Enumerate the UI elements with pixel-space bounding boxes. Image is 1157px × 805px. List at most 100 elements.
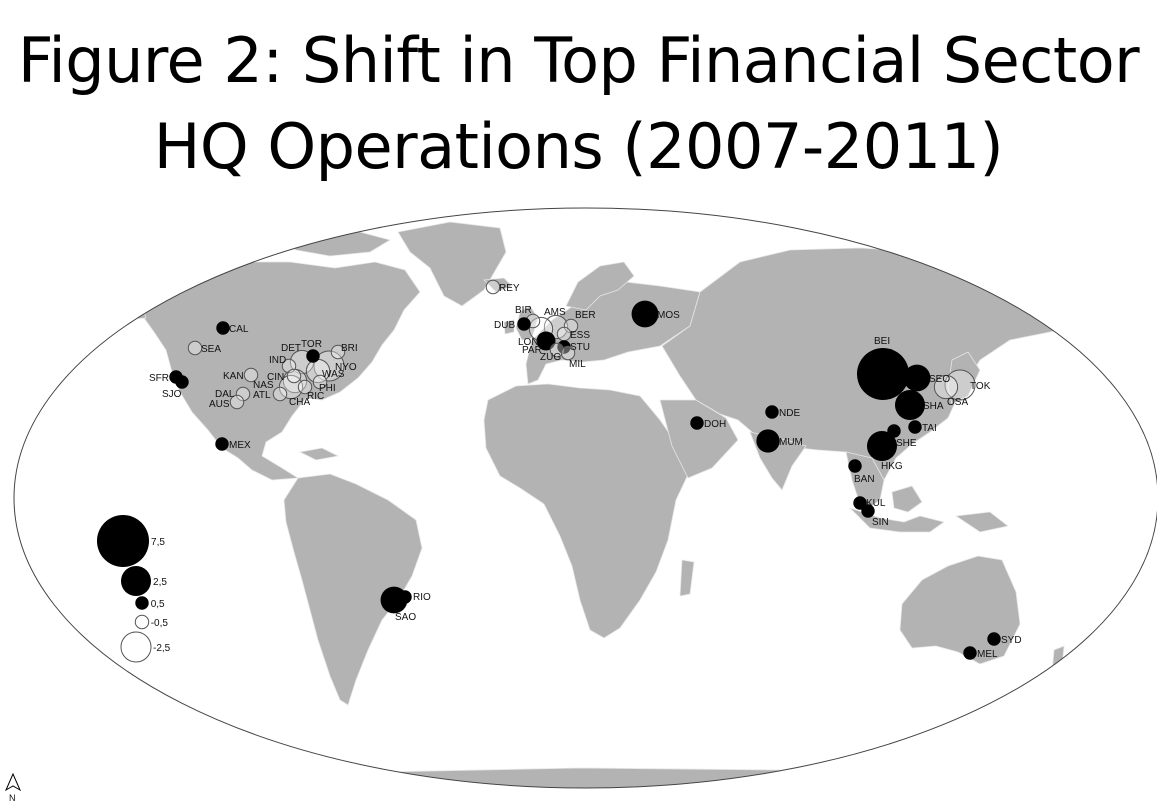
city-marker-mum [756,429,780,453]
city-label-sao: SAO [395,612,416,623]
iceland [483,277,513,293]
city-marker-mel [963,646,977,660]
city-marker-hkg [866,430,898,462]
city-marker-sin [861,504,875,518]
legend-symbol-4 [120,631,152,663]
legend: 7,5 2,5 0,5 -0,5 -2,5 [96,514,171,663]
borneo [891,485,923,513]
legend-symbol-0 [96,514,150,568]
city-label-nas: NAS [253,380,274,391]
city-label-tai: TAI [922,423,937,434]
city-marker-ric [297,379,313,395]
city-marker-sea [187,340,203,356]
legend-symbol-3 [134,614,150,630]
city-label-was: WAS [322,369,345,380]
city-marker-sha [894,389,926,421]
city-marker-ess [556,326,572,342]
city-marker-cin [286,368,302,384]
city-marker-phi [312,374,328,390]
new-zealand [1051,645,1065,675]
city-label-cha: CHA [289,397,310,408]
city-label-osa: OSA [947,397,968,408]
city-marker-zug [549,342,565,358]
city-marker-ban [848,459,862,473]
indonesia [849,507,945,533]
city-label-mex: MEX [229,440,251,451]
city-label-mil: MIL [569,359,586,370]
city-label-mel: MEL [977,649,998,660]
city-label-ric: RIC [307,391,324,402]
city-label-doh: DOH [704,419,726,430]
legend-label-4: -2,5 [153,643,171,654]
city-label-zug: ZUG [540,352,561,363]
city-label-sin: SIN [872,517,889,528]
city-marker-sjo [175,375,189,389]
city-marker-tai [908,420,922,434]
city-label-bir: BIR [515,305,532,316]
city-marker-seo [903,364,931,392]
city-marker-aus [229,394,245,410]
title-line-1: Figure 2: Shift in Top Financial Sector [17,24,1140,97]
city-label-sfr: SFR [149,373,169,384]
north-america [139,261,421,481]
city-label-ams: AMS [544,307,566,318]
city-label-atl: ATL [253,390,271,401]
title-line-2: HQ Operations (2007-2011) [153,110,1004,183]
city-label-bei: BEI [874,336,890,347]
city-label-bri: BRI [341,343,358,354]
city-marker-mos [631,300,659,328]
scandinavia [565,261,635,311]
city-label-rio: RIO [413,592,431,603]
legend-label-3: -0,5 [151,618,169,629]
globe-outline [13,207,1157,789]
city-marker-tor [306,349,320,363]
legend-label-1: 2,5 [153,577,167,588]
south-america [283,473,423,706]
city-marker-mex [215,437,229,451]
city-marker-kan [243,367,259,383]
cuba [298,447,340,461]
city-marker-dal [235,386,251,402]
alaska [83,291,147,321]
city-label-det: DET [281,343,301,354]
ireland [503,319,515,335]
city-label-syd: SYD [1001,635,1022,646]
city-label-sea: SEA [201,344,221,355]
city-label-dal: DAL [215,389,235,400]
city-marker-bri [330,344,346,360]
city-label-ind: IND [269,355,286,366]
north-arrow: N [4,772,22,803]
city-marker-osa [933,374,959,400]
new-guinea [954,511,1009,533]
japan [947,351,981,405]
africa [483,383,695,639]
city-label-par: PAR [522,345,542,356]
city-marker-bei [856,347,910,401]
city-label-hkg: HKG [881,461,903,472]
city-label-mos: MOS [657,310,680,321]
city-label-tok: TOK [970,381,991,392]
city-marker-rio [398,590,412,604]
madagascar [679,559,695,597]
city-label-dub: DUB [494,320,515,331]
city-label-kan: KAN [223,371,244,382]
city-label-she: SHE [896,438,917,449]
city-marker-nde [765,405,779,419]
city-marker-syd [987,632,1001,646]
city-label-phi: PHI [319,383,336,394]
map-title: Figure 2: Shift in Top Financial Sector … [0,18,1157,190]
city-label-nde: NDE [779,408,800,419]
city-marker-doh [690,416,704,430]
city-marker-mil [560,345,576,361]
city-marker-she [887,424,901,438]
city-label-aus: AUS [209,399,230,410]
legend-symbol-2 [135,596,149,610]
city-label-sjo: SJO [162,389,182,400]
city-marker-atl [272,386,288,402]
city-label-nyo: NYO [335,362,357,373]
legend-symbol-1 [120,565,152,597]
legend-label-2: 0,5 [151,599,165,610]
north-arrow-label: N [9,793,16,803]
